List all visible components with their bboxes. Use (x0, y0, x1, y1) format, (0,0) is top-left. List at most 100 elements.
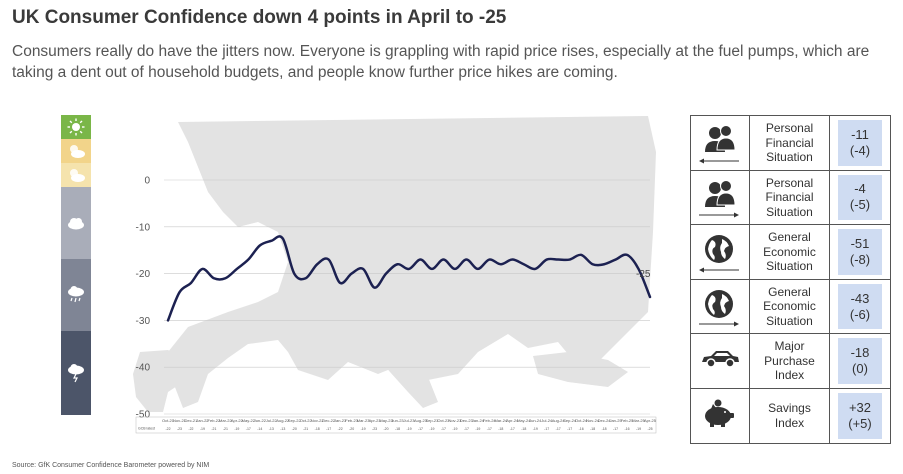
index-row: General Economic Situation -51 (-8) (691, 225, 890, 280)
x-value-label: -19 (475, 427, 480, 431)
x-value-label: -17 (510, 427, 515, 431)
x-tick-label: Jun-22 (254, 418, 267, 423)
x-value-label: -18 (602, 427, 607, 431)
y-tick-label: -10 (136, 222, 151, 233)
x-tick-label: Apr-23 (369, 418, 382, 423)
x-value-label: -16 (625, 427, 630, 431)
x-tick-label: Feb-22 (208, 418, 221, 423)
x-value-label: -17 (544, 427, 549, 431)
index-label: General Economic Situation (750, 225, 830, 279)
index-value-box: +32 (+5) (838, 392, 882, 439)
x-tick-label: Aug-24 (552, 418, 566, 423)
x-value-label: -20 (349, 427, 354, 431)
y-gridlines (164, 179, 650, 415)
x-tick-label: Sep-24 (563, 418, 577, 423)
x-value-label: -16 (579, 427, 584, 431)
arrow-left-icon (699, 158, 739, 164)
y-tick-label: 0 (144, 176, 150, 187)
x-tick-label: Jun-24 (529, 418, 542, 423)
x-value-label: -20 (292, 427, 297, 431)
index-row: General Economic Situation -43 (-6) (691, 279, 890, 335)
x-axis-label-frame (135, 416, 657, 434)
index-change: (-8) (849, 251, 871, 267)
page-title: UK Consumer Confidence down 4 points in … (12, 7, 507, 28)
index-label: Major Purchase Index (750, 334, 830, 388)
x-tick-label: Mar-24 (494, 418, 507, 423)
x-tick-label: Dec-23 (460, 418, 474, 423)
x-value-label: -22 (165, 427, 170, 431)
globe-icon (705, 235, 733, 264)
end-value-label: -25 (636, 269, 651, 280)
cloud-icon (68, 218, 84, 230)
x-tick-label: Jan-25 (609, 418, 622, 423)
x-tick-label: Oct-24 (575, 418, 588, 423)
sun-cloud-icon (70, 169, 85, 182)
x-value-label: -19 (636, 427, 641, 431)
x-value-label: -21 (223, 427, 228, 431)
x-value-label: -13 (280, 427, 285, 431)
x-tick-label: Oct-22 (300, 418, 313, 423)
y-tick-label: -40 (136, 363, 151, 374)
people-icon (705, 125, 736, 152)
x-value-label: -17 (326, 427, 331, 431)
rain-cloud-icon (68, 286, 84, 303)
weather-scale-bar (61, 115, 91, 415)
x-tick-label: Nov-23 (448, 418, 462, 423)
europe-map-background (133, 116, 656, 412)
index-label: Personal Financial Situation (750, 170, 830, 225)
index-value: -43 (850, 290, 870, 306)
sun-icon (67, 118, 85, 136)
x-tick-label: Aug-22 (276, 418, 290, 423)
index-change: (-5) (849, 197, 871, 213)
x-tick-label: May-23 (379, 418, 393, 423)
x-tick-label: Dec-24 (598, 418, 612, 423)
x-value-label: -17 (464, 427, 469, 431)
x-tick-label: Mar-25 (632, 418, 645, 423)
y-tick-label: -50 (136, 410, 151, 421)
x-tick-label: Dec-22 (322, 418, 336, 423)
index-row: Personal Financial Situation -11 (-4) (691, 116, 890, 171)
index-label: General Economic Situation (750, 279, 830, 334)
storm-cloud-icon (68, 364, 84, 383)
index-value-box: -11 (-4) (838, 120, 882, 166)
index-value-box: -43 (-6) (838, 283, 882, 330)
x-tick-label: Jul-24 (541, 418, 553, 423)
x-tick-label: Jan-23 (334, 418, 347, 423)
x-value-label: -18 (395, 427, 400, 431)
x-value-label: -21 (303, 427, 308, 431)
index-change: (+5) (848, 415, 872, 431)
weather-segment-rain (61, 259, 91, 331)
index-label: Savings Index (750, 388, 830, 443)
index-row: Personal Financial Situation -4 (-5) (691, 170, 890, 226)
x-tick-label: Sep-22 (288, 418, 302, 423)
index-change: (-4) (849, 142, 871, 158)
arrow-right-icon (699, 321, 739, 327)
x-value-label: -19 (429, 427, 434, 431)
x-tick-label: Apr-25 (644, 418, 657, 423)
x-value-label: -19 (406, 427, 411, 431)
x-tick-label: Nov-21 (173, 418, 187, 423)
car-icon (702, 351, 739, 369)
x-value-label: -18 (521, 427, 526, 431)
x-value-label: -13 (269, 427, 274, 431)
index-change: (-6) (849, 306, 871, 322)
x-value-label: -19 (452, 427, 457, 431)
x-value-label: -23 (177, 427, 182, 431)
index-row: Major Purchase Index -18 (0) (691, 334, 890, 389)
x-value-label: -19 (533, 427, 538, 431)
x-value-label: -22 (338, 427, 343, 431)
weather-segment-sunny (61, 115, 91, 139)
x-tick-label: Jul-22 (266, 418, 278, 423)
y-tick-label: -30 (136, 316, 151, 327)
x-value-label: -22 (188, 427, 193, 431)
x-tick-label: Apr-22 (231, 418, 244, 423)
x-value-label: -17 (567, 427, 572, 431)
x-value-label: -21 (211, 427, 216, 431)
index-table: Personal Financial Situation -11 (-4) Per… (690, 115, 891, 444)
x-tick-label: Dec-21 (184, 418, 198, 423)
index-value: -18 (850, 345, 870, 361)
x-value-label: -25 (647, 427, 652, 431)
x-tick-label: Sep-23 (425, 418, 439, 423)
x-tick-label: Oct-23 (437, 418, 450, 423)
index-label: Personal Financial Situation (750, 116, 830, 170)
